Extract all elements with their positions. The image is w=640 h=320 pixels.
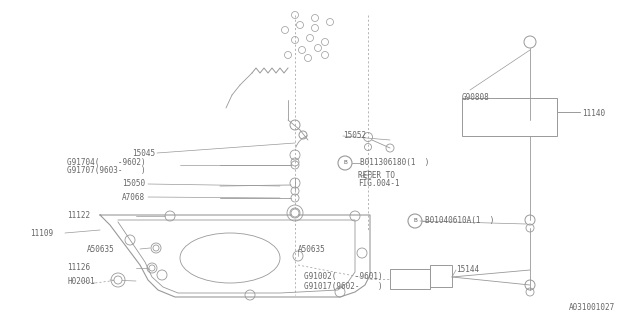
Text: A50635: A50635: [87, 244, 115, 253]
Bar: [462, 98, 557, 136]
Text: G90808: G90808: [462, 93, 490, 102]
Text: 11126: 11126: [67, 263, 90, 273]
Text: 15052: 15052: [343, 132, 366, 140]
Text: 11122: 11122: [67, 212, 90, 220]
Text: A50635: A50635: [298, 244, 326, 253]
Text: G91704(    -9602): G91704( -9602): [67, 158, 146, 167]
Text: 15144: 15144: [456, 266, 479, 275]
Text: REFER TO: REFER TO: [358, 172, 395, 180]
Text: H02001: H02001: [67, 276, 95, 285]
Text: B011306180(1  ): B011306180(1 ): [360, 158, 429, 167]
Circle shape: [153, 245, 159, 251]
Text: G91707(9603-    ): G91707(9603- ): [67, 166, 146, 175]
Text: B: B: [343, 161, 347, 165]
Text: 11109: 11109: [30, 228, 53, 237]
Circle shape: [149, 265, 155, 271]
Text: G91017(9602-    ): G91017(9602- ): [304, 282, 383, 291]
Text: G91002(    -9601): G91002( -9601): [304, 273, 383, 282]
Text: A7068: A7068: [122, 193, 145, 202]
Text: FIG.004-1: FIG.004-1: [358, 180, 399, 188]
Bar: [390, 269, 430, 289]
Text: 15045: 15045: [132, 148, 155, 157]
Bar: [430, 265, 452, 287]
Text: 11140: 11140: [582, 108, 605, 117]
Circle shape: [291, 209, 299, 217]
Text: B: B: [413, 219, 417, 223]
Text: B01040610A(1  ): B01040610A(1 ): [425, 217, 494, 226]
Circle shape: [114, 276, 122, 284]
Text: A031001027: A031001027: [569, 303, 615, 313]
Text: 15050: 15050: [122, 180, 145, 188]
